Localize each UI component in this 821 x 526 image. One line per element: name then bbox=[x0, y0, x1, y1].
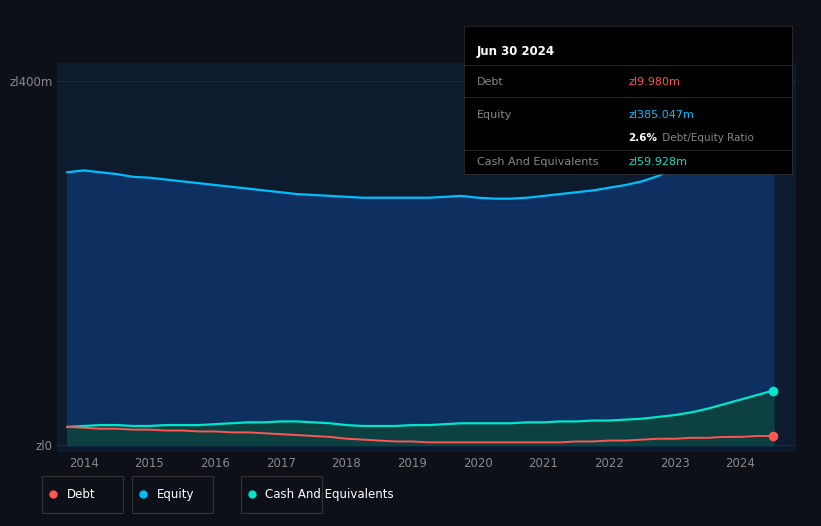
Text: Jun 30 2024: Jun 30 2024 bbox=[477, 45, 555, 58]
Text: zl385.047m: zl385.047m bbox=[628, 109, 694, 120]
Text: Debt/Equity Ratio: Debt/Equity Ratio bbox=[659, 133, 754, 143]
FancyBboxPatch shape bbox=[132, 476, 213, 513]
FancyBboxPatch shape bbox=[241, 476, 322, 513]
Text: Debt: Debt bbox=[67, 488, 95, 501]
Text: Equity: Equity bbox=[157, 488, 195, 501]
Text: Debt: Debt bbox=[477, 77, 504, 87]
Point bbox=[767, 386, 780, 394]
Text: Cash And Equivalents: Cash And Equivalents bbox=[265, 488, 394, 501]
Text: zl59.928m: zl59.928m bbox=[628, 157, 687, 167]
Point bbox=[767, 91, 780, 99]
Text: zl9.980m: zl9.980m bbox=[628, 77, 680, 87]
FancyBboxPatch shape bbox=[42, 476, 123, 513]
Point bbox=[767, 432, 780, 440]
Text: Cash And Equivalents: Cash And Equivalents bbox=[477, 157, 599, 167]
Text: 2.6%: 2.6% bbox=[628, 133, 657, 143]
Text: Equity: Equity bbox=[477, 109, 512, 120]
